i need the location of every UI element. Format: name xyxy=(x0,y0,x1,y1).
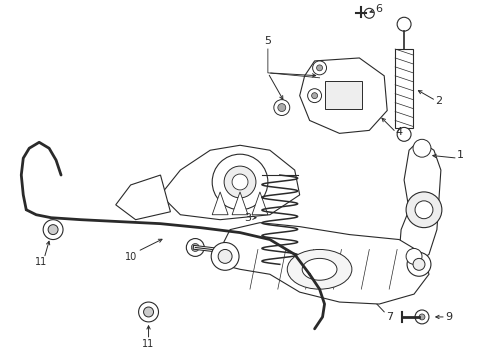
Polygon shape xyxy=(252,192,268,215)
Circle shape xyxy=(308,89,321,103)
Circle shape xyxy=(413,258,425,270)
Circle shape xyxy=(397,17,411,31)
Circle shape xyxy=(48,225,58,235)
Text: 6: 6 xyxy=(376,4,383,14)
Text: 3: 3 xyxy=(245,213,251,223)
Circle shape xyxy=(287,251,303,267)
Circle shape xyxy=(224,166,256,198)
Text: 7: 7 xyxy=(386,312,393,322)
Circle shape xyxy=(191,243,199,251)
Polygon shape xyxy=(232,192,248,215)
Polygon shape xyxy=(116,175,171,220)
Text: 10: 10 xyxy=(124,252,137,262)
Circle shape xyxy=(419,314,425,320)
Circle shape xyxy=(312,93,318,99)
Circle shape xyxy=(212,154,268,210)
Text: 8: 8 xyxy=(301,272,308,282)
Text: 9: 9 xyxy=(445,312,452,322)
Bar xyxy=(395,49,413,129)
Circle shape xyxy=(144,307,153,317)
Circle shape xyxy=(415,310,429,324)
Ellipse shape xyxy=(287,249,352,289)
Circle shape xyxy=(397,127,411,141)
Circle shape xyxy=(413,139,431,157)
Circle shape xyxy=(278,104,286,112)
Circle shape xyxy=(317,65,322,71)
Polygon shape xyxy=(300,58,387,133)
Circle shape xyxy=(232,174,248,190)
Circle shape xyxy=(274,100,290,116)
Polygon shape xyxy=(399,140,441,264)
Polygon shape xyxy=(220,223,429,304)
Text: 5: 5 xyxy=(265,36,271,46)
Circle shape xyxy=(406,248,422,264)
Text: 11: 11 xyxy=(143,339,155,349)
Text: 1: 1 xyxy=(457,150,464,160)
Circle shape xyxy=(406,192,442,228)
Circle shape xyxy=(211,243,239,270)
Circle shape xyxy=(415,201,433,219)
Polygon shape xyxy=(212,192,228,215)
Text: 8: 8 xyxy=(311,243,318,252)
Circle shape xyxy=(313,61,326,75)
Ellipse shape xyxy=(302,258,337,280)
Circle shape xyxy=(407,252,431,276)
Circle shape xyxy=(218,249,232,264)
Bar xyxy=(324,81,362,109)
Text: 11: 11 xyxy=(35,257,48,267)
Polygon shape xyxy=(161,145,300,220)
Circle shape xyxy=(291,256,298,263)
Text: 4: 4 xyxy=(395,127,403,138)
Text: 2: 2 xyxy=(435,96,442,105)
Circle shape xyxy=(43,220,63,239)
Circle shape xyxy=(186,239,204,256)
Circle shape xyxy=(365,8,374,18)
Circle shape xyxy=(139,302,158,322)
